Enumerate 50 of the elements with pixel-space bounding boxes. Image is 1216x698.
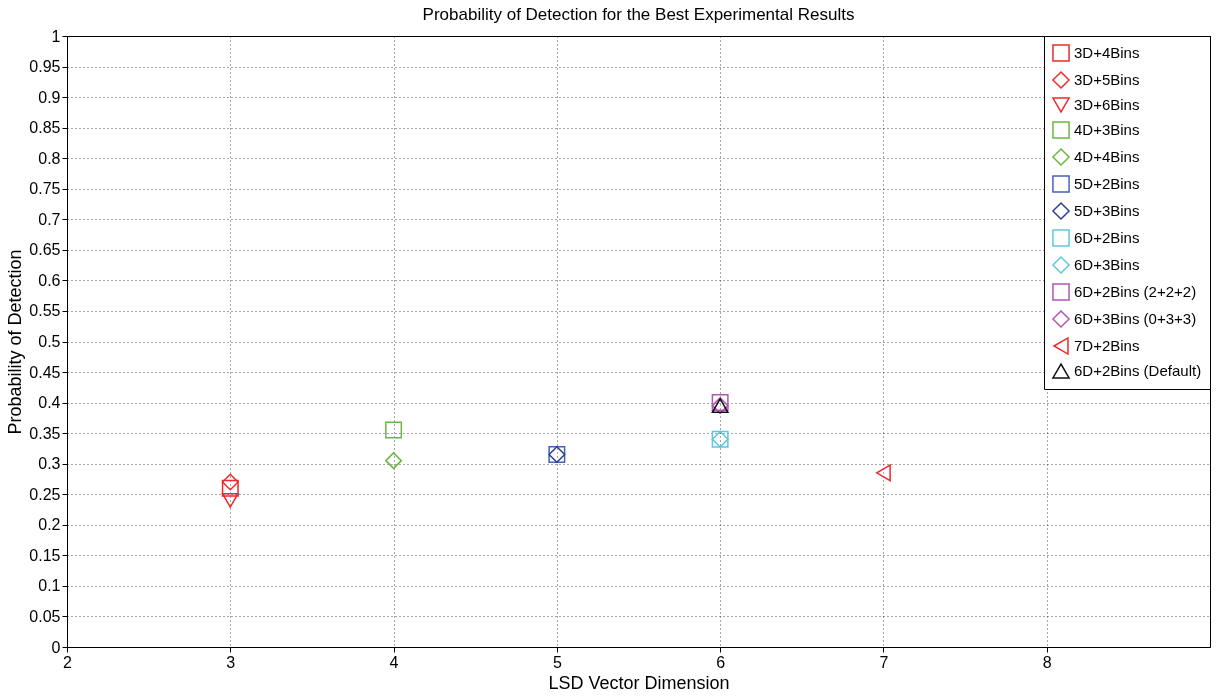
y-tick-label: 0.25: [29, 485, 61, 503]
x-tick-label: 2: [63, 653, 73, 671]
legend-label: 6D+2Bins (2+2+2): [1074, 283, 1197, 300]
x-axis-title: LSD Vector Dimension: [548, 672, 730, 693]
x-tick-label: 5: [552, 653, 562, 671]
y-tick-label: 0.75: [29, 180, 61, 198]
legend-label: 5D+2Bins: [1074, 175, 1140, 192]
y-tick-label: 0.55: [29, 302, 61, 320]
y-tick-label: 0: [51, 638, 61, 656]
x-tick-label: 3: [226, 653, 236, 671]
y-axis-title: Probability of Detection: [5, 249, 26, 435]
legend-label: 4D+4Bins: [1074, 148, 1140, 165]
x-tick-label: 7: [879, 653, 889, 671]
legend-label: 3D+5Bins: [1074, 71, 1140, 88]
legend-label: 6D+2Bins (Default): [1074, 362, 1202, 379]
y-tick-label: 0.7: [38, 210, 61, 228]
y-tick-label: 0.9: [38, 88, 61, 106]
point: [875, 464, 891, 482]
y-tick-label: 0.3: [38, 455, 61, 473]
point: [385, 452, 403, 470]
legend-label: 7D+2Bins: [1074, 337, 1140, 354]
y-tick-label: 0.15: [29, 546, 61, 564]
chart-title: Probability of Detection for the Best Experimental Results: [422, 5, 855, 24]
point: [221, 473, 239, 491]
y-tick-label: 0.1: [38, 577, 61, 595]
y-tick-label: 1: [51, 27, 61, 45]
x-tick-label: 4: [389, 653, 399, 671]
point: [221, 492, 239, 508]
x-tick-label: 6: [716, 653, 726, 671]
legend-label: 6D+3Bins (0+3+3): [1074, 310, 1197, 327]
y-tick-label: 0.8: [38, 149, 61, 167]
y-tick-label: 0.5: [38, 333, 61, 350]
legend-label: 5D+3Bins: [1074, 202, 1140, 219]
y-tick-label: 0.4: [38, 394, 61, 412]
point: [221, 479, 239, 497]
y-tick-label: 0.85: [29, 119, 61, 137]
legend-label: 6D+3Bins: [1074, 256, 1140, 273]
y-tick-label: 0.35: [29, 424, 61, 442]
x-tick-label: 8: [1042, 653, 1052, 671]
y-tick-label: 0.95: [29, 58, 61, 76]
legend-label: 3D+6Bins: [1074, 96, 1140, 113]
y-tick-label: 0.2: [38, 516, 61, 534]
y-tick-label: 0.45: [29, 363, 61, 381]
legend-label: 3D+4Bins: [1074, 44, 1140, 61]
y-tick-label: 0.6: [38, 271, 61, 289]
legend-label: 6D+2Bins: [1074, 229, 1140, 246]
point: [385, 421, 403, 439]
y-tick-label: 0.05: [29, 607, 61, 625]
y-tick-label: 0.65: [29, 241, 61, 259]
legend-label: 4D+3Bins: [1074, 121, 1140, 138]
